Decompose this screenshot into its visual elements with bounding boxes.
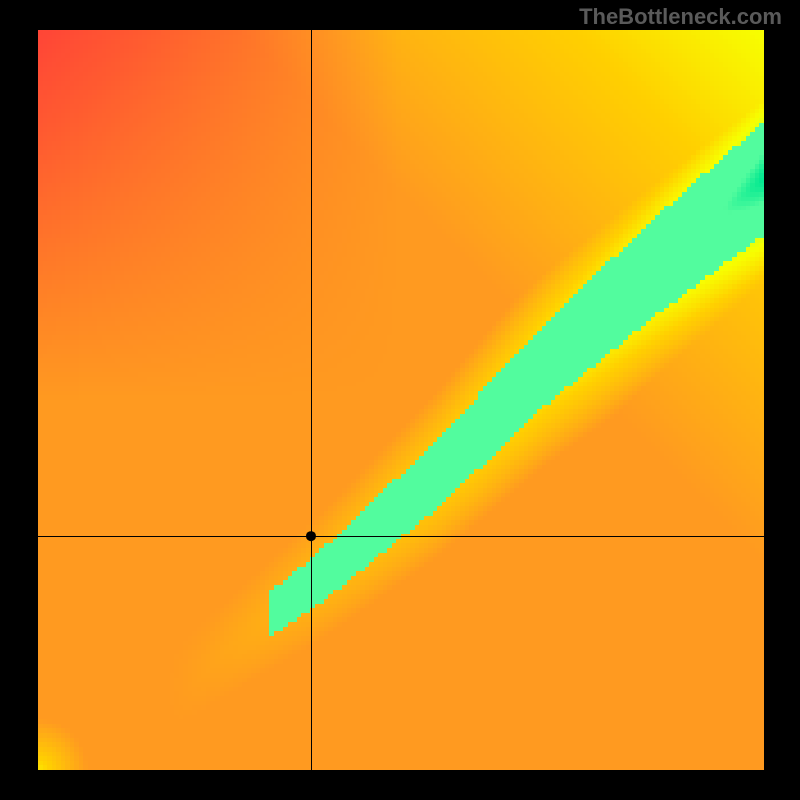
bottleneck-heatmap	[38, 30, 764, 770]
watermark-text: TheBottleneck.com	[579, 4, 782, 30]
